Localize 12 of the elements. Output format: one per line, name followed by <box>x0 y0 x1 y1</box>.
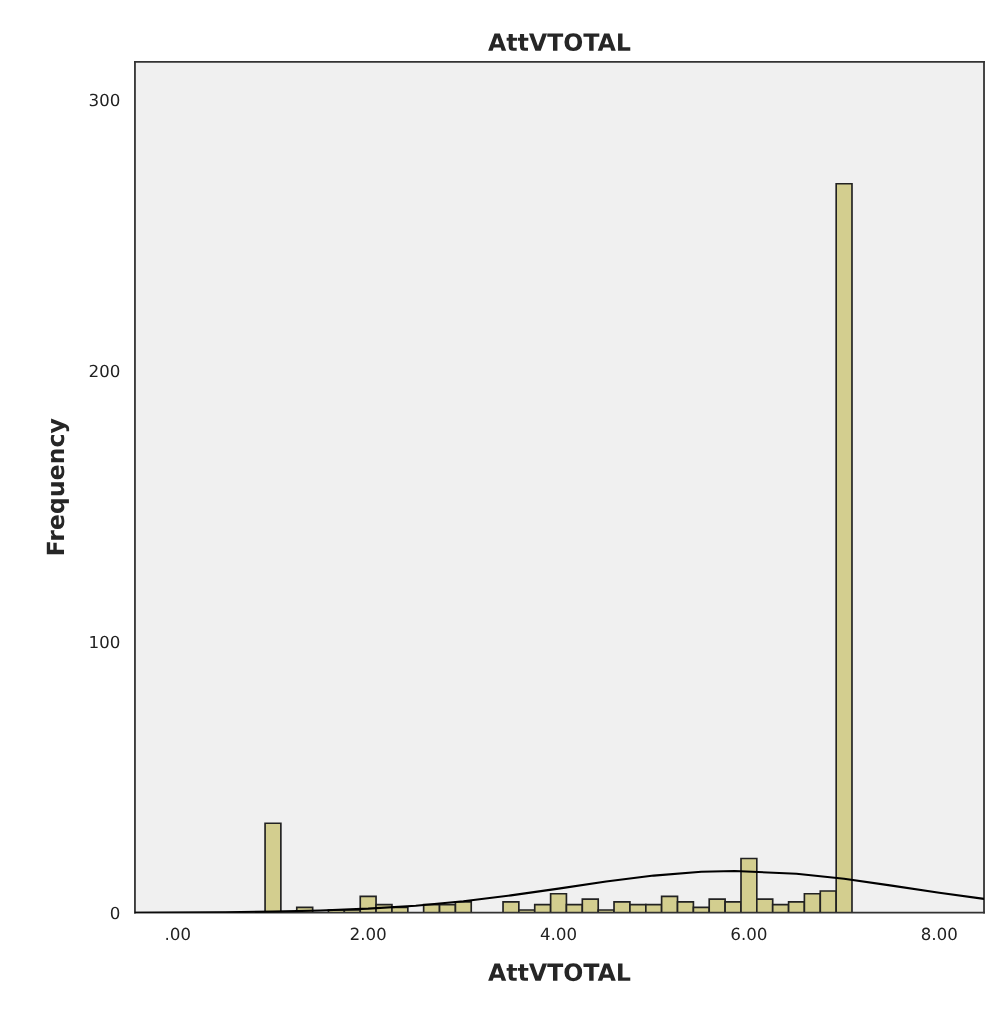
x-tick-label: 2.00 <box>350 927 386 941</box>
y-axis-title: Frequency <box>46 418 70 555</box>
y-tick-label: 300 <box>89 93 120 107</box>
x-tick-label: 6.00 <box>731 927 767 941</box>
x-tick-label: 4.00 <box>540 927 576 941</box>
y-tick-label: 0 <box>110 906 120 920</box>
y-tick-label: 100 <box>90 635 120 649</box>
y-tick-label: 200 <box>89 364 120 378</box>
x-tick-label: .00 <box>166 927 190 941</box>
x-tick-label: 8.00 <box>921 927 957 941</box>
chart-title: AttVTOTAL <box>488 33 631 52</box>
x-axis-title: AttVTOTAL <box>488 963 631 982</box>
